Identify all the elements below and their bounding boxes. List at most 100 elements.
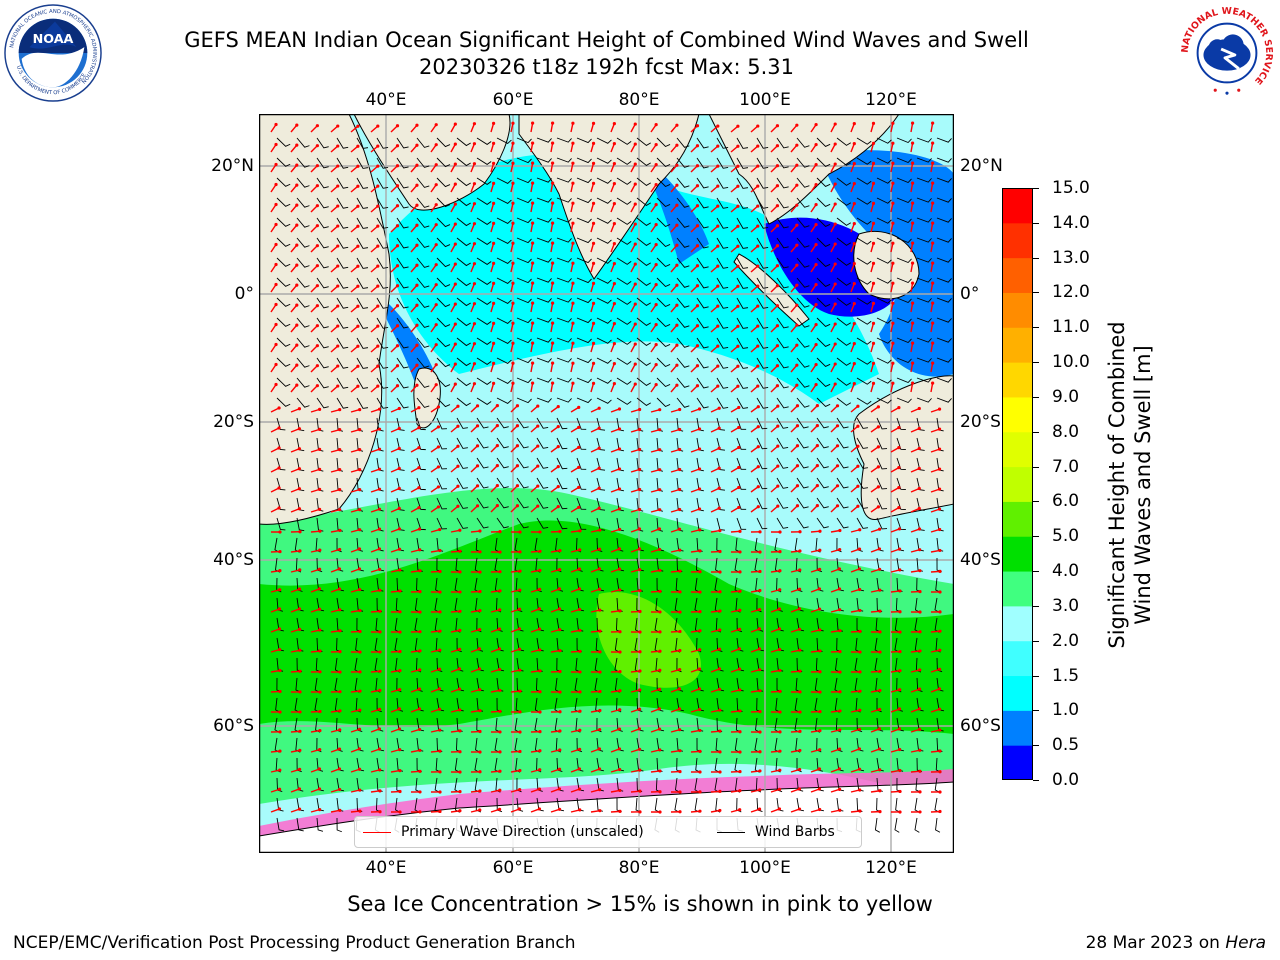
wave-direction-arrowhead bbox=[931, 361, 935, 365]
wave-direction-arrowhead bbox=[598, 788, 602, 792]
wave-direction-arrowhead bbox=[591, 181, 596, 185]
wave-direction-arrowhead bbox=[297, 447, 301, 451]
wave-direction-arrowhead bbox=[356, 384, 360, 388]
wave-direction-arrowhead bbox=[797, 587, 802, 591]
wave-direction-arrowhead bbox=[798, 669, 802, 673]
wave-direction-arrowhead bbox=[617, 567, 622, 571]
land-sumatra bbox=[733, 253, 810, 327]
wind-barb bbox=[516, 517, 529, 529]
wave-direction-arrowhead bbox=[477, 647, 482, 651]
wind-barb bbox=[796, 217, 810, 228]
wind-barb bbox=[316, 137, 329, 149]
wave-direction-arrowhead bbox=[415, 223, 419, 227]
wave-direction-arrowhead bbox=[376, 264, 380, 268]
wind-barb bbox=[436, 357, 451, 368]
wind-barb bbox=[316, 277, 329, 289]
wave-direction-arrowhead bbox=[738, 550, 742, 554]
wind-barb bbox=[276, 477, 286, 491]
wave-direction-arrowhead bbox=[675, 343, 679, 347]
wave-direction-arrowhead bbox=[852, 242, 856, 246]
wind-barb bbox=[456, 417, 468, 429]
wind-barb bbox=[516, 437, 529, 449]
wave-direction-arrowhead bbox=[617, 427, 622, 431]
wind-barb bbox=[836, 317, 851, 326]
wave-direction-arrowhead bbox=[852, 302, 856, 306]
wave-direction-arrowhead bbox=[558, 568, 562, 572]
wave-direction-arrowhead bbox=[818, 748, 822, 752]
wave-direction-arrowhead bbox=[498, 589, 502, 593]
wind-barb bbox=[276, 517, 286, 531]
wave-direction-arrowhead bbox=[618, 609, 622, 613]
wave-direction-arrowhead bbox=[418, 727, 422, 732]
wave-direction-arrowhead bbox=[498, 550, 502, 554]
wave-direction-arrowhead bbox=[578, 709, 582, 713]
wind-barb bbox=[576, 157, 592, 164]
wave-direction-arrowhead bbox=[775, 284, 780, 288]
wave-direction-arrowhead bbox=[295, 223, 299, 227]
wind-barb bbox=[916, 357, 932, 363]
colorbar-cell bbox=[1002, 466, 1033, 502]
wind-barb bbox=[316, 257, 329, 269]
wind-barb bbox=[436, 457, 447, 470]
wave-direction-arrowhead bbox=[837, 787, 842, 791]
wave-direction-arrowhead bbox=[358, 670, 362, 674]
wave-direction-arrowhead bbox=[897, 486, 901, 490]
wave-direction-arrowhead bbox=[738, 709, 742, 713]
wave-direction-arrowhead bbox=[295, 323, 299, 327]
wave-direction-arrowhead bbox=[857, 547, 862, 551]
wave-direction-arrowhead bbox=[776, 504, 780, 508]
wave-direction-arrowhead bbox=[297, 587, 302, 591]
wind-barb bbox=[296, 197, 310, 208]
colorbar-cell bbox=[1002, 710, 1033, 746]
wave-direction-arrowhead bbox=[818, 709, 822, 714]
wind-barb bbox=[616, 137, 632, 145]
wave-direction-arrowhead bbox=[456, 404, 460, 408]
wave-direction-arrowhead bbox=[897, 446, 901, 450]
wind-barb bbox=[476, 257, 492, 265]
wind-barb bbox=[796, 237, 810, 248]
wave-direction-arrowhead bbox=[633, 262, 637, 266]
wave-direction-arrowhead bbox=[612, 382, 616, 386]
wave-direction-arrowhead bbox=[376, 344, 380, 348]
wave-direction-arrowhead bbox=[818, 529, 822, 533]
colorbar-tick-mark bbox=[1033, 292, 1039, 294]
wave-direction-arrowhead bbox=[398, 688, 402, 692]
wave-direction-arrowhead bbox=[597, 567, 602, 571]
wind-barb bbox=[676, 337, 690, 348]
wave-direction-arrowhead bbox=[716, 224, 720, 228]
wind-barb bbox=[816, 217, 831, 227]
wave-direction-arrowhead bbox=[918, 769, 922, 773]
wave-direction-arrowhead bbox=[356, 224, 360, 228]
wind-barb bbox=[316, 197, 329, 209]
wave-direction-arrowhead bbox=[898, 810, 902, 814]
wind-barb bbox=[836, 337, 851, 346]
wind-barb bbox=[496, 237, 512, 244]
wind-barb bbox=[856, 517, 869, 529]
noaa-logo-text: NOAA bbox=[33, 32, 74, 47]
wave-direction-arrowhead bbox=[453, 202, 457, 206]
wave-direction-arrowhead bbox=[417, 687, 422, 691]
wave-direction-arrowhead bbox=[378, 669, 382, 673]
colorbar-tick-label: 3.0 bbox=[1052, 595, 1080, 616]
wind-barb bbox=[616, 177, 632, 185]
wind-barb bbox=[376, 297, 389, 309]
wave-direction-arrowhead bbox=[618, 650, 622, 654]
wave-direction-arrowhead bbox=[395, 224, 400, 228]
wind-barb bbox=[296, 317, 310, 328]
lon-tick-bottom: 80°E bbox=[618, 858, 660, 878]
wave-direction-arrowhead bbox=[571, 241, 575, 245]
wave-direction-arrowhead bbox=[338, 690, 342, 694]
wind-barb bbox=[896, 157, 912, 164]
wave-direction-arrowhead bbox=[931, 181, 935, 185]
wave-direction-arrowhead bbox=[295, 123, 299, 127]
wave-direction-arrowhead bbox=[891, 221, 895, 225]
wind-barb bbox=[456, 377, 471, 387]
wind-barb bbox=[696, 397, 709, 409]
wave-direction-arrowhead bbox=[910, 161, 915, 165]
wave-direction-arrowhead bbox=[338, 670, 342, 674]
wave-direction-arrowhead bbox=[318, 548, 322, 552]
colorbar-tick-label: 7.0 bbox=[1052, 456, 1080, 477]
wind-barb bbox=[296, 277, 310, 288]
wind-barb bbox=[276, 457, 286, 471]
wave-direction-arrowhead bbox=[778, 710, 782, 714]
